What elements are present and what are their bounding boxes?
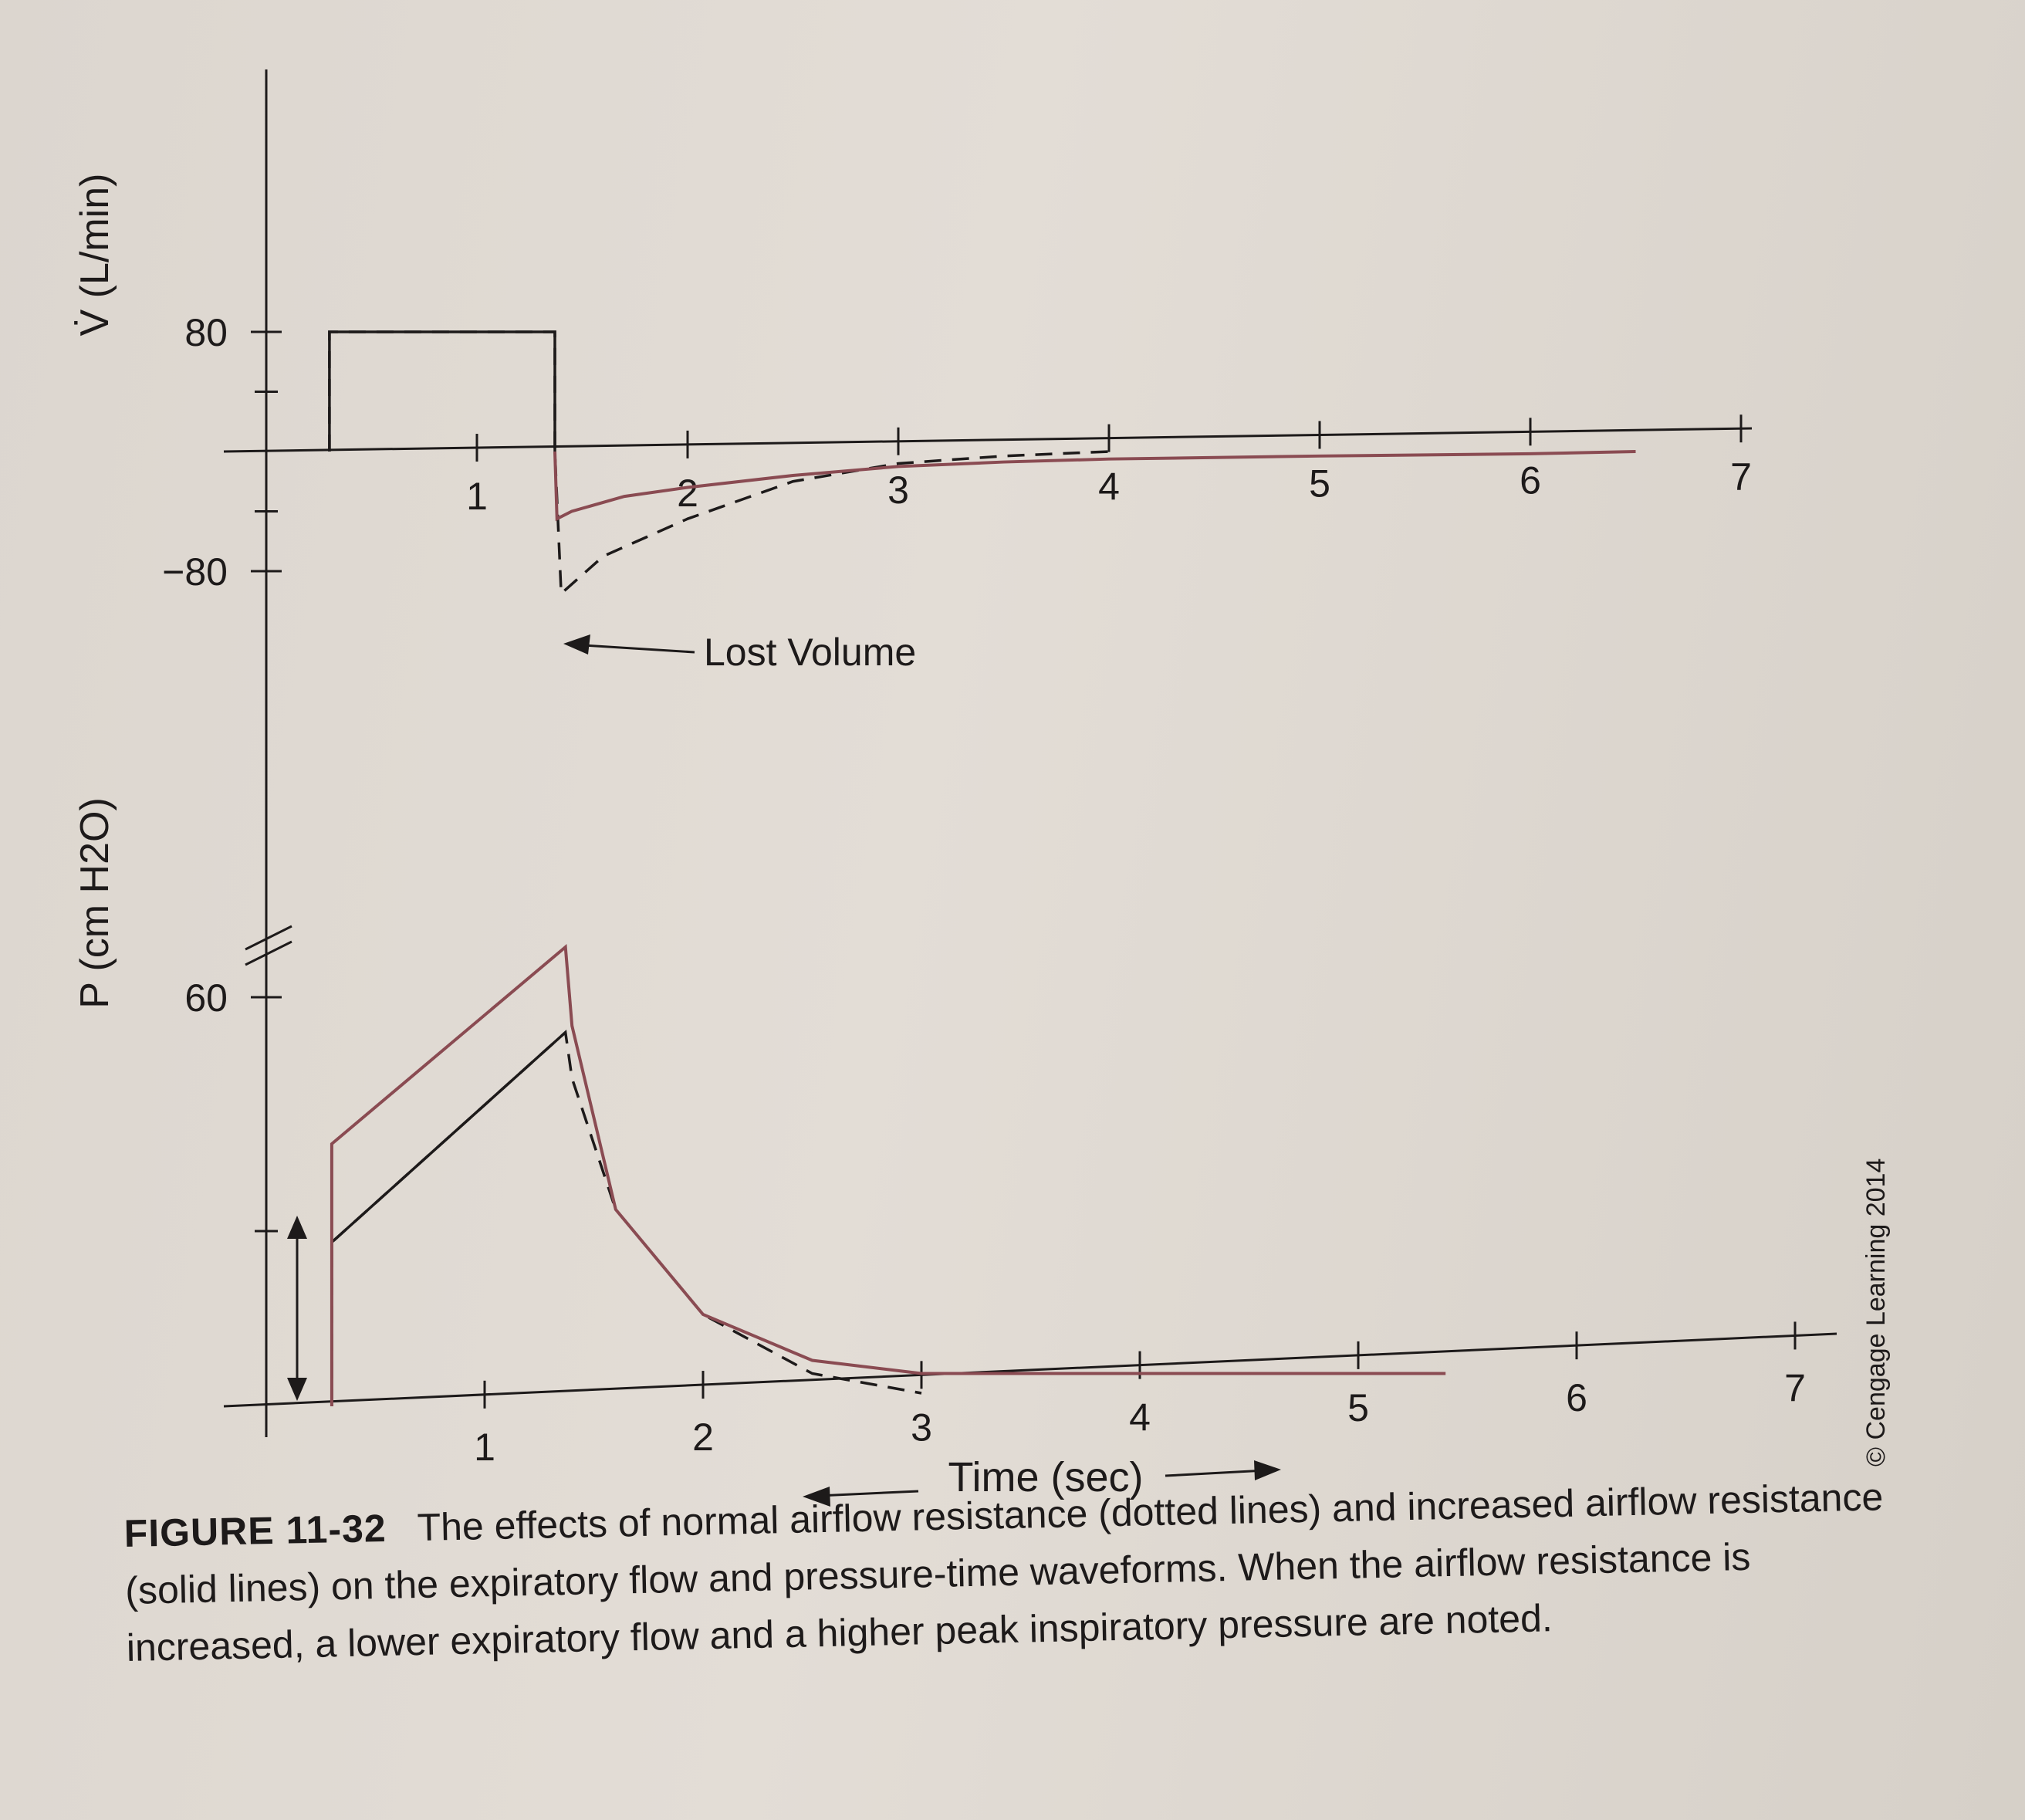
flow-x-tick-label: 1 [466, 475, 488, 518]
pressure-x-tick-label: 6 [1566, 1376, 1587, 1419]
pressure-series-normal [332, 1033, 921, 1407]
pressure-panel: 601 2 3 4 5 6 7P (cm H2O)Time (sec) [73, 797, 1837, 1507]
flow-x-tick-label: 6 [1520, 458, 1541, 502]
flow-inspiratory-wave [330, 332, 555, 452]
pressure-x-tick-label: 4 [1129, 1396, 1151, 1439]
pressure-x-tick-label: 3 [911, 1406, 932, 1449]
pressure-inspiratory-normal [332, 1033, 566, 1407]
flow-y-tick-label: −80 [162, 550, 228, 594]
flow-x-tick-label: 7 [1730, 455, 1752, 499]
baseline-arrow-head [287, 1216, 307, 1239]
time-arrow-right-head [1254, 1460, 1281, 1480]
flow-y-tick-label: 80 [184, 311, 228, 354]
time-arrow-right [1165, 1470, 1266, 1476]
flow-x-tick-label: 5 [1309, 462, 1330, 505]
pressure-x-tick-label: 5 [1347, 1386, 1369, 1429]
flow-x-tick-label: 3 [887, 469, 909, 512]
pressure-x-tick-label: 7 [1784, 1366, 1806, 1409]
pressure-y-label: P (cm H2O) [73, 797, 117, 1009]
pressure-x-tick-label: 1 [474, 1426, 495, 1469]
flow-y-label: V̇ (L/min) [73, 174, 117, 337]
pressure-series-increased [332, 947, 1445, 1406]
baseline-arrow-head [287, 1378, 307, 1401]
flow-x-tick-label: 4 [1098, 465, 1120, 509]
figure-label: FIGURE 11-32 [123, 1507, 387, 1555]
annotation-arrow-head [563, 634, 590, 655]
flow-x-tick-label: 2 [677, 472, 698, 515]
annotation-lost-volume: Lost Volume [704, 631, 916, 674]
pressure-x-axis [224, 1334, 1837, 1406]
pressure-x-tick-label: 2 [692, 1416, 714, 1459]
copyright-notice: © Cengage Learning 2014 [1861, 1159, 1891, 1466]
annotation-arrow-line [571, 644, 695, 652]
flow-x-axis [224, 428, 1752, 452]
caption-text: The effects of normal airflow resistance… [125, 1475, 1884, 1669]
flow-panel: 80 −80 1 2 3 4 5 6 7 V̇ (L/min) Lost Volume [73, 69, 1752, 895]
pressure-y-tick-label: 60 [184, 976, 228, 1020]
